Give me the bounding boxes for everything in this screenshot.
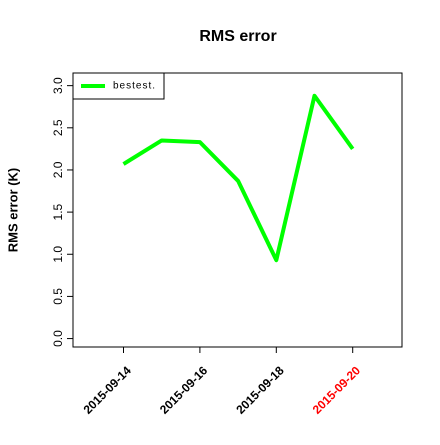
y-axis-label: RMS error (K) xyxy=(5,168,20,253)
y-tick-label: 3.0 xyxy=(51,77,65,94)
legend-label: bestest. xyxy=(113,81,156,92)
y-tick-label: 0.0 xyxy=(51,330,65,347)
y-tick-label: 2.0 xyxy=(51,161,65,178)
chart-title: RMS error xyxy=(199,28,276,45)
line-series xyxy=(122,93,355,263)
plot-frame xyxy=(72,72,403,348)
y-tick-label: 0.5 xyxy=(51,288,65,305)
y-tick-label: 1.5 xyxy=(51,203,65,220)
y-tick-label: 2.5 xyxy=(51,119,65,136)
y-tick-label: 1.0 xyxy=(51,246,65,263)
